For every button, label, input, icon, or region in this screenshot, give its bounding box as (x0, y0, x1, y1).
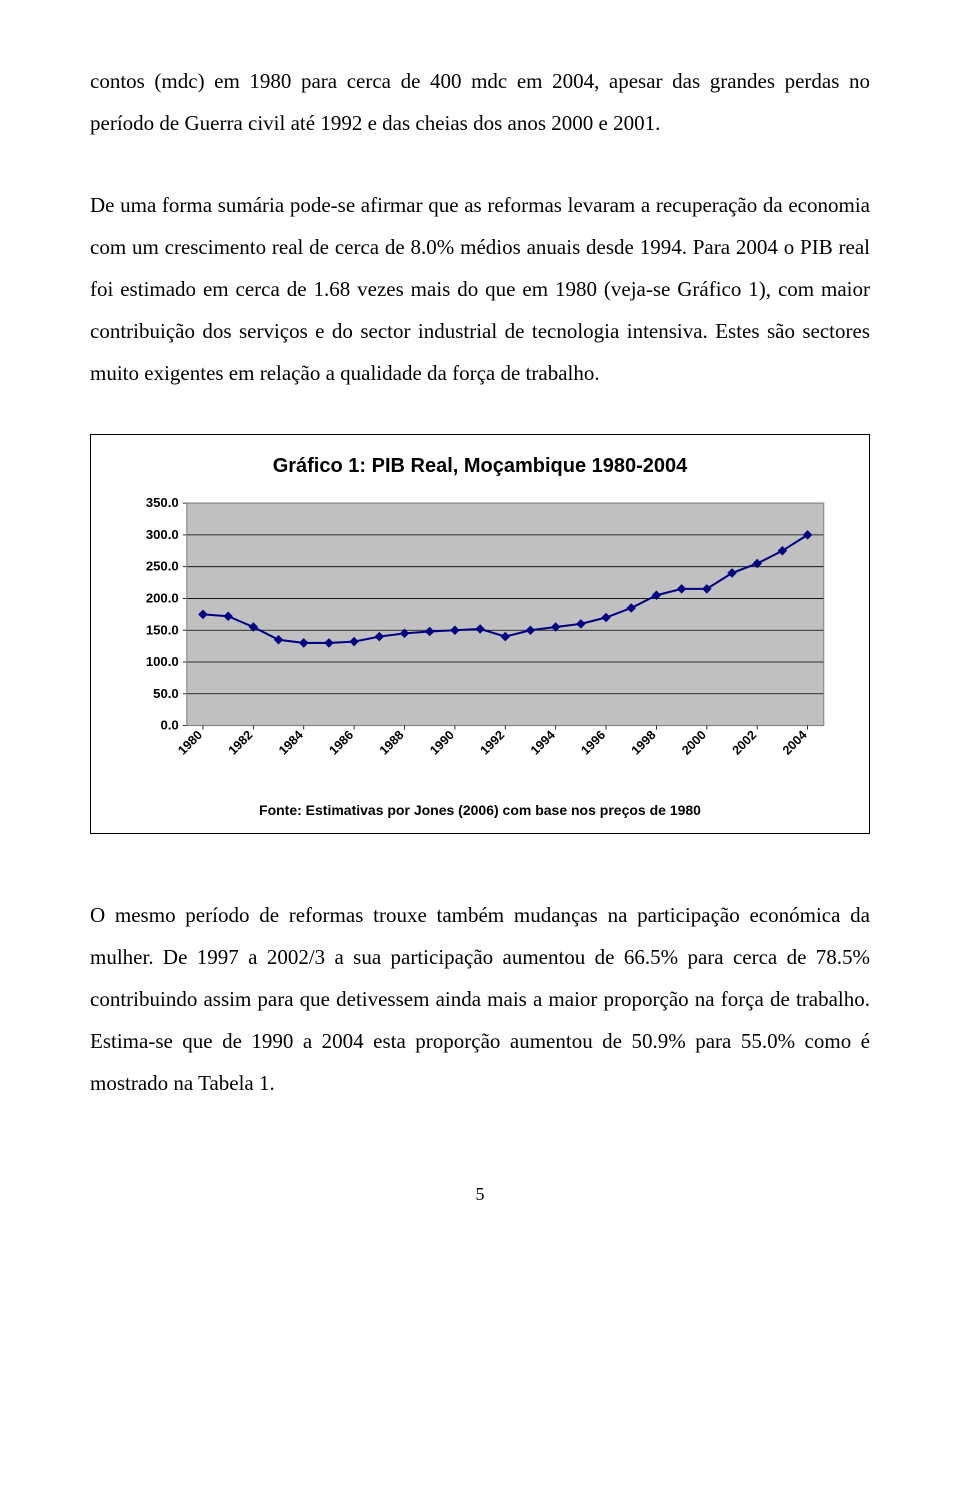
svg-text:300.0: 300.0 (146, 527, 179, 542)
svg-text:100.0: 100.0 (146, 654, 179, 669)
svg-text:1984: 1984 (276, 728, 306, 758)
svg-text:150.0: 150.0 (146, 622, 179, 637)
svg-text:2004: 2004 (780, 728, 810, 758)
svg-text:1986: 1986 (326, 728, 356, 758)
chart-container: Gráfico 1: PIB Real, Moçambique 1980-200… (90, 434, 870, 834)
svg-text:1996: 1996 (578, 728, 608, 758)
page-number: 5 (90, 1184, 870, 1205)
svg-text:1992: 1992 (478, 728, 508, 758)
svg-text:200.0: 200.0 (146, 590, 179, 605)
svg-text:250.0: 250.0 (146, 559, 179, 574)
svg-text:1988: 1988 (377, 728, 407, 758)
document-page: contos (mdc) em 1980 para cerca de 400 m… (0, 0, 960, 1245)
svg-text:1980: 1980 (175, 728, 205, 758)
svg-text:1994: 1994 (528, 728, 558, 758)
svg-text:2000: 2000 (679, 728, 709, 758)
paragraph-3: O mesmo período de reformas trouxe també… (90, 894, 870, 1104)
svg-text:50.0: 50.0 (153, 686, 179, 701)
chart-title: Gráfico 1: PIB Real, Moçambique 1980-200… (116, 455, 844, 478)
svg-text:350.0: 350.0 (146, 495, 179, 510)
svg-text:1990: 1990 (427, 728, 457, 758)
paragraph-2: De uma forma sumária pode-se afirmar que… (90, 184, 870, 394)
svg-text:1998: 1998 (629, 728, 659, 758)
svg-text:2002: 2002 (730, 728, 760, 758)
svg-text:0.0: 0.0 (160, 718, 178, 733)
paragraph-1: contos (mdc) em 1980 para cerca de 400 m… (90, 60, 870, 144)
svg-text:1982: 1982 (226, 728, 256, 758)
chart-source: Fonte: Estimativas por Jones (2006) com … (116, 802, 844, 818)
chart-svg: 0.0 50.0 100.0 150.0 200.0 250.0 300.0 350.0 198… (116, 493, 844, 796)
